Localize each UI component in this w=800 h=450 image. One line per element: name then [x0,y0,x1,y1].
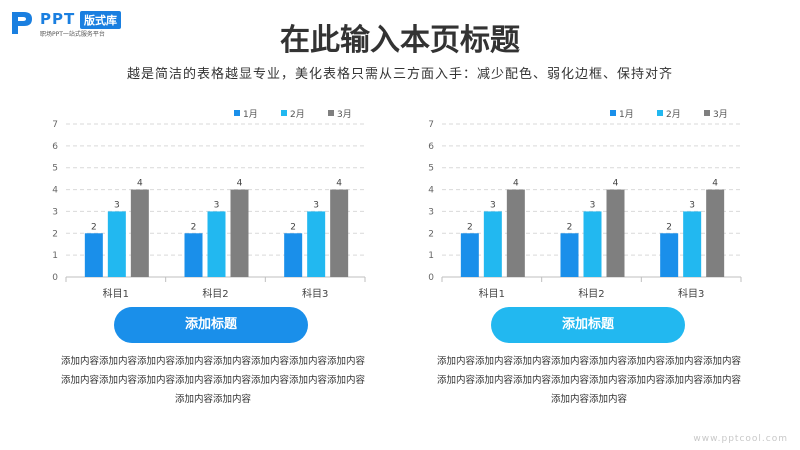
data-label: 3 [214,200,220,210]
page-subtitle: 越是简洁的表格越显专业，美化表格只需从三方面入手：减少配色、弱化边框、保持对齐 [126,67,673,82]
logo-p-icon [12,12,32,34]
data-label: 3 [590,200,596,210]
bar [207,211,226,277]
bar-chart-right-svg: 1月 2月 3月 0 1 2 3 4 5 6 7 2 3 4 科目1 2 3 4 科目2 2 3 4 科目3 [428,109,742,300]
data-label: 2 [467,222,473,232]
add-title-button-right[interactable]: 添加标题 [491,307,685,343]
bar [107,211,126,277]
body-text-right: 添加内容添加内容添加内容添加内容添加内容添加内容添加内容添加内容添加内容添加内容… [436,356,741,405]
bar [606,189,625,277]
data-label: 2 [91,222,97,232]
x-tick-label: 科目3 [678,287,704,300]
data-label: 3 [313,200,319,210]
y-tick-label: 3 [52,207,58,217]
y-tick-label: 4 [52,186,58,196]
bar [583,211,602,277]
logo-text: PPT [40,10,76,28]
watermark: www.pptcool.com [693,434,788,444]
legend-label-2: 2月 [666,109,681,120]
data-label: 4 [336,179,342,189]
legend-label-1: 1月 [619,109,634,120]
bar [130,189,149,277]
y-tick-label: 3 [428,207,434,217]
y-tick-label: 0 [52,273,58,283]
bar [660,233,679,277]
bar [307,211,326,277]
y-tick-label: 7 [52,120,58,130]
bar [506,189,525,277]
legend-label-3: 3月 [337,109,352,120]
y-tick-label: 2 [428,229,434,239]
y-tick-label: 7 [428,120,434,130]
legend-label-2: 2月 [290,109,305,120]
bar-chart-left: 1月 2月 3月 0 1 2 3 4 5 6 7 2 3 4 科目1 2 3 4 科目2 2 3 4 科目3 [28,100,388,310]
y-tick-label: 1 [428,251,434,261]
data-label: 4 [712,179,718,189]
bar [460,233,479,277]
legend-swatch-1 [610,110,616,116]
y-tick-label: 1 [52,251,58,261]
y-tick-label: 2 [52,229,58,239]
legend-label-3: 3月 [713,109,728,120]
bar-chart-left-svg: 1月 2月 3月 0 1 2 3 4 5 6 7 2 3 4 科目1 2 3 4 科目2 2 3 4 科目3 [52,109,366,300]
y-tick-label: 0 [428,273,434,283]
y-tick-label: 4 [428,186,434,196]
bar [84,233,103,277]
bar-chart-right: 1月 2月 3月 0 1 2 3 4 5 6 7 2 3 4 科目1 2 3 4 科目2 2 3 4 科目3 [404,100,764,310]
bar [284,233,303,277]
data-label: 2 [191,222,197,232]
legend-swatch-2 [281,110,287,116]
x-tick-label: 科目2 [578,287,604,300]
data-label: 4 [237,179,243,189]
legend-swatch-3 [328,110,334,116]
data-label: 4 [513,179,519,189]
y-tick-label: 5 [428,164,434,174]
bar [683,211,702,277]
data-label: 4 [613,179,619,189]
data-label: 3 [689,200,695,210]
bar [560,233,579,277]
y-tick-label: 6 [52,142,58,152]
legend-swatch-1 [234,110,240,116]
y-tick-label: 5 [52,164,58,174]
data-label: 3 [114,200,120,210]
bar [483,211,502,277]
data-label: 2 [290,222,296,232]
data-label: 3 [490,200,496,210]
data-label: 2 [567,222,573,232]
bar [706,189,725,277]
bar [184,233,203,277]
add-title-button-left[interactable]: 添加标题 [114,307,308,343]
bar [330,189,349,277]
legend-swatch-3 [704,110,710,116]
x-tick-label: 科目1 [103,287,129,300]
data-label: 4 [137,179,143,189]
x-tick-label: 科目2 [202,287,228,300]
logo: PPT 版式库 职场PPT一站式服务平台 [8,8,158,38]
bar [230,189,249,277]
x-tick-label: 科目3 [302,287,328,300]
legend-label-1: 1月 [243,109,258,120]
y-tick-label: 6 [428,142,434,152]
page-title: 在此输入本页标题 [280,23,520,58]
logo-tagline: 职场PPT一站式服务平台 [40,31,105,38]
legend-swatch-2 [657,110,663,116]
data-label: 2 [666,222,672,232]
logo-badge: 版式库 [80,11,121,29]
x-tick-label: 科目1 [479,287,505,300]
body-text-left: 添加内容添加内容添加内容添加内容添加内容添加内容添加内容添加内容添加内容添加内容… [60,356,365,405]
